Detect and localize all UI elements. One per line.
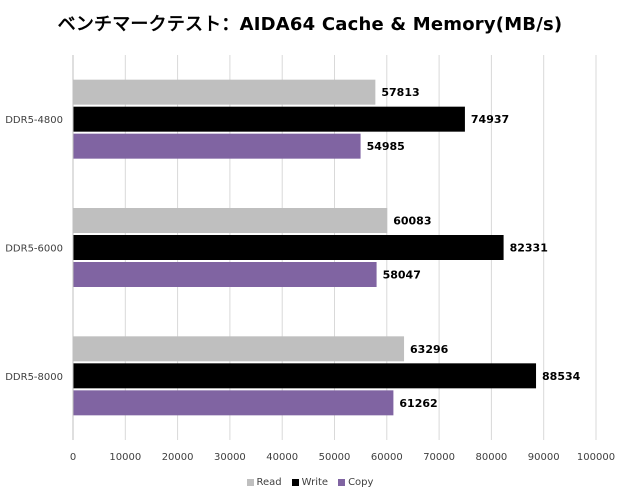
data-label: 54985: [367, 140, 405, 153]
bar-copy: [73, 133, 361, 159]
x-tick-label: 30000: [214, 452, 246, 463]
bar-write: [73, 106, 465, 132]
y-category-label: DDR5-4800: [5, 115, 63, 126]
data-label: 88534: [542, 370, 581, 383]
legend-label: Copy: [348, 477, 374, 488]
x-tick-label: 20000: [162, 452, 194, 463]
legend-label: Read: [256, 477, 282, 488]
x-tick-label: 50000: [319, 452, 351, 463]
x-tick-label: 60000: [371, 452, 403, 463]
legend: Read Write Copy: [0, 477, 620, 488]
legend-swatch: [291, 479, 299, 486]
bar-read: [73, 336, 405, 362]
x-tick-label: 90000: [528, 452, 560, 463]
x-tick-label: 10000: [109, 452, 141, 463]
axes: 0 10000 20000 30000 40000 50000 60000 70000 8000…: [5, 55, 615, 463]
data-label: 82331: [510, 242, 548, 255]
bar-write: [73, 363, 537, 389]
x-tick-label: 80000: [475, 452, 507, 463]
legend-item-copy: Copy: [338, 477, 373, 488]
x-tick-label: 70000: [423, 452, 455, 463]
data-label: 57813: [381, 86, 419, 99]
data-label: 74937: [471, 113, 509, 126]
bar-read: [73, 79, 376, 105]
bars: [73, 79, 537, 416]
data-label: 61262: [399, 397, 437, 410]
legend-item-read: Read: [246, 477, 282, 488]
legend-swatch: [338, 479, 346, 486]
x-tick-label: 0: [70, 452, 76, 463]
x-tick-label: 40000: [266, 452, 298, 463]
data-label: 60083: [393, 215, 431, 228]
bar-read: [73, 208, 388, 233]
data-label: 58047: [383, 269, 421, 282]
legend-swatch: [246, 479, 254, 486]
bar-copy: [73, 390, 394, 416]
y-category-label: DDR5-8000: [5, 372, 63, 383]
y-category-label: DDR5-6000: [5, 244, 63, 255]
chart-title: ベンチマークテスト：AIDA64 Cache & Memory(MB/s): [57, 14, 563, 35]
x-tick-label: 100000: [577, 452, 615, 463]
legend-label: Write: [301, 477, 329, 488]
data-labels: 57813 74937 54985 60083 82331 58047 63296 88534…: [367, 86, 581, 410]
bar-write: [73, 235, 504, 260]
bar-copy: [73, 262, 377, 287]
data-label: 63296: [410, 343, 449, 356]
legend-item-write: Write: [291, 477, 329, 488]
